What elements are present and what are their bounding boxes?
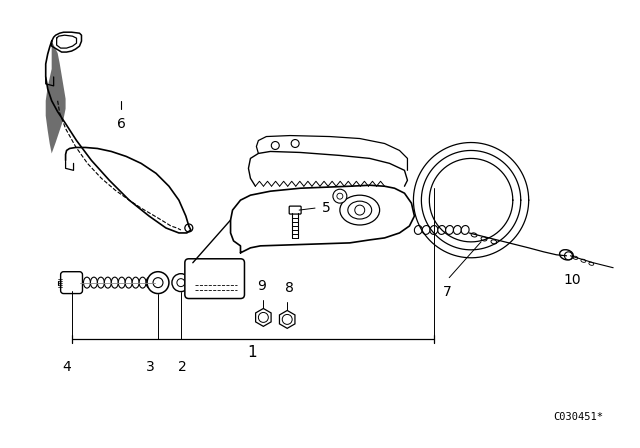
Ellipse shape xyxy=(471,233,477,237)
Circle shape xyxy=(333,189,347,203)
Circle shape xyxy=(153,278,163,288)
Ellipse shape xyxy=(430,225,438,234)
Circle shape xyxy=(337,193,343,199)
Polygon shape xyxy=(230,185,415,253)
Text: 1: 1 xyxy=(248,345,257,360)
Ellipse shape xyxy=(589,262,594,265)
Ellipse shape xyxy=(340,195,380,225)
Circle shape xyxy=(282,314,292,324)
Circle shape xyxy=(271,142,279,150)
Circle shape xyxy=(147,271,169,293)
Ellipse shape xyxy=(481,237,487,241)
Circle shape xyxy=(172,274,190,292)
Text: 2: 2 xyxy=(179,360,188,374)
Ellipse shape xyxy=(83,277,90,288)
Polygon shape xyxy=(45,41,65,154)
Ellipse shape xyxy=(581,259,586,263)
Ellipse shape xyxy=(559,250,573,260)
Ellipse shape xyxy=(97,277,104,288)
Text: 4: 4 xyxy=(62,360,71,374)
Ellipse shape xyxy=(414,225,422,234)
Ellipse shape xyxy=(348,201,372,219)
Ellipse shape xyxy=(111,277,118,288)
Ellipse shape xyxy=(90,277,97,288)
Ellipse shape xyxy=(573,256,578,259)
Ellipse shape xyxy=(422,225,430,234)
Circle shape xyxy=(355,205,365,215)
Text: 10: 10 xyxy=(564,273,581,287)
Text: C030451*: C030451* xyxy=(554,412,604,422)
Ellipse shape xyxy=(118,277,125,288)
Polygon shape xyxy=(52,32,81,52)
Text: 5: 5 xyxy=(322,201,331,215)
Ellipse shape xyxy=(491,240,497,244)
Ellipse shape xyxy=(445,225,454,234)
Text: 3: 3 xyxy=(146,360,154,374)
Text: 7: 7 xyxy=(443,284,452,299)
Ellipse shape xyxy=(104,277,111,288)
FancyBboxPatch shape xyxy=(289,206,301,214)
Ellipse shape xyxy=(438,225,445,234)
FancyBboxPatch shape xyxy=(185,259,244,298)
Text: 6: 6 xyxy=(117,116,125,131)
Circle shape xyxy=(291,139,299,147)
Text: 8: 8 xyxy=(285,280,294,294)
Circle shape xyxy=(259,312,268,323)
Ellipse shape xyxy=(125,277,132,288)
Ellipse shape xyxy=(139,277,146,288)
Text: 9: 9 xyxy=(257,279,266,293)
Circle shape xyxy=(564,252,572,260)
Ellipse shape xyxy=(453,225,461,234)
Ellipse shape xyxy=(132,277,139,288)
Circle shape xyxy=(185,224,193,232)
FancyBboxPatch shape xyxy=(61,271,83,293)
Ellipse shape xyxy=(461,225,469,234)
Ellipse shape xyxy=(146,277,153,288)
Circle shape xyxy=(177,279,185,287)
